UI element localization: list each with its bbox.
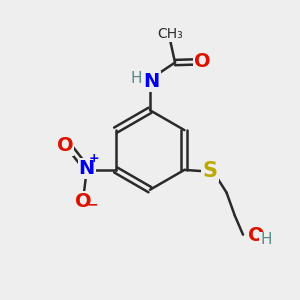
Text: +: + [89, 152, 99, 165]
Text: −: − [86, 198, 98, 212]
Text: O: O [194, 52, 211, 71]
Text: O: O [75, 192, 92, 211]
Text: H: H [131, 71, 142, 86]
Text: N: N [143, 72, 160, 91]
Text: CH₃: CH₃ [157, 27, 183, 41]
Text: H: H [260, 232, 272, 247]
Text: N: N [79, 159, 95, 178]
Text: O: O [57, 136, 73, 154]
Text: S: S [202, 161, 217, 181]
Text: O: O [248, 226, 265, 245]
